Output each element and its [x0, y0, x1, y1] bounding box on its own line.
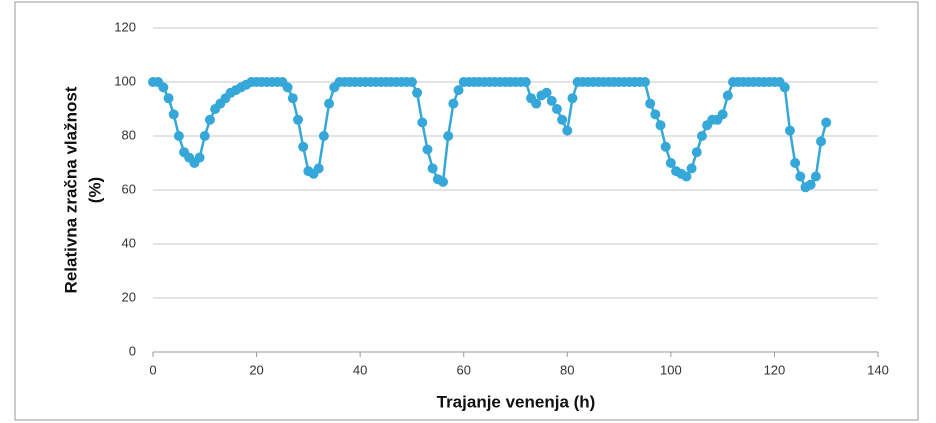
point — [163, 93, 174, 104]
point — [406, 77, 417, 87]
point — [313, 163, 324, 174]
y-tick-label: 20 — [122, 289, 136, 304]
point — [567, 93, 578, 104]
point — [194, 152, 205, 163]
y-tick-label: 0 — [129, 343, 136, 358]
y-tick-label: 120 — [114, 19, 136, 34]
point — [541, 87, 552, 98]
point — [660, 141, 671, 152]
point — [282, 82, 293, 93]
point — [681, 171, 692, 182]
point — [546, 95, 557, 106]
point — [443, 131, 454, 141]
point — [722, 90, 733, 101]
x-axis-label: Trajanje venenja (h) — [437, 392, 596, 411]
point — [158, 82, 169, 93]
point — [412, 87, 423, 98]
point — [298, 141, 309, 152]
y-tick-label: 40 — [122, 235, 136, 250]
point — [795, 171, 806, 182]
point — [784, 125, 795, 136]
point — [551, 104, 562, 114]
chart-frame — [14, 1, 919, 421]
point — [639, 77, 650, 87]
x-tick-label: 20 — [249, 362, 263, 377]
point — [520, 77, 531, 87]
point — [816, 136, 827, 147]
point — [427, 163, 438, 174]
point — [696, 131, 707, 141]
point — [562, 125, 573, 136]
x-tick-label: 60 — [456, 362, 470, 377]
point — [665, 158, 676, 168]
point — [821, 117, 832, 128]
point — [173, 131, 184, 141]
point — [645, 98, 656, 109]
y-axis-label-line: (%) — [85, 177, 104, 203]
point — [717, 109, 728, 120]
y-tick-label: 100 — [114, 73, 136, 88]
point — [655, 120, 666, 131]
point — [417, 117, 428, 128]
x-tick-label: 140 — [867, 362, 889, 377]
y-axis-label-line: Relativna zračna vlažnost — [61, 86, 80, 293]
x-tick-label: 0 — [149, 362, 156, 377]
point — [287, 93, 298, 104]
point — [204, 114, 215, 125]
point — [168, 109, 179, 120]
x-tick-label: 40 — [353, 362, 367, 377]
point — [448, 98, 459, 109]
x-tick-label: 120 — [764, 362, 786, 377]
point — [453, 85, 464, 96]
point — [790, 158, 801, 168]
point — [199, 131, 210, 141]
y-tick-label: 80 — [122, 127, 136, 142]
point — [650, 109, 661, 120]
point — [779, 82, 790, 93]
y-tick-label: 60 — [122, 181, 136, 196]
point — [557, 114, 568, 125]
point — [422, 144, 433, 155]
point — [438, 176, 448, 187]
x-tick-label: 80 — [560, 362, 574, 377]
x-tick-label: 100 — [660, 362, 682, 377]
point — [810, 171, 821, 182]
point — [805, 179, 816, 190]
point — [691, 147, 702, 158]
point — [318, 131, 329, 141]
point — [531, 98, 542, 109]
point — [293, 114, 303, 125]
y-axis-label: Relativna zračna vlažnost (%) — [61, 86, 104, 293]
point — [686, 163, 697, 174]
point — [324, 98, 335, 109]
